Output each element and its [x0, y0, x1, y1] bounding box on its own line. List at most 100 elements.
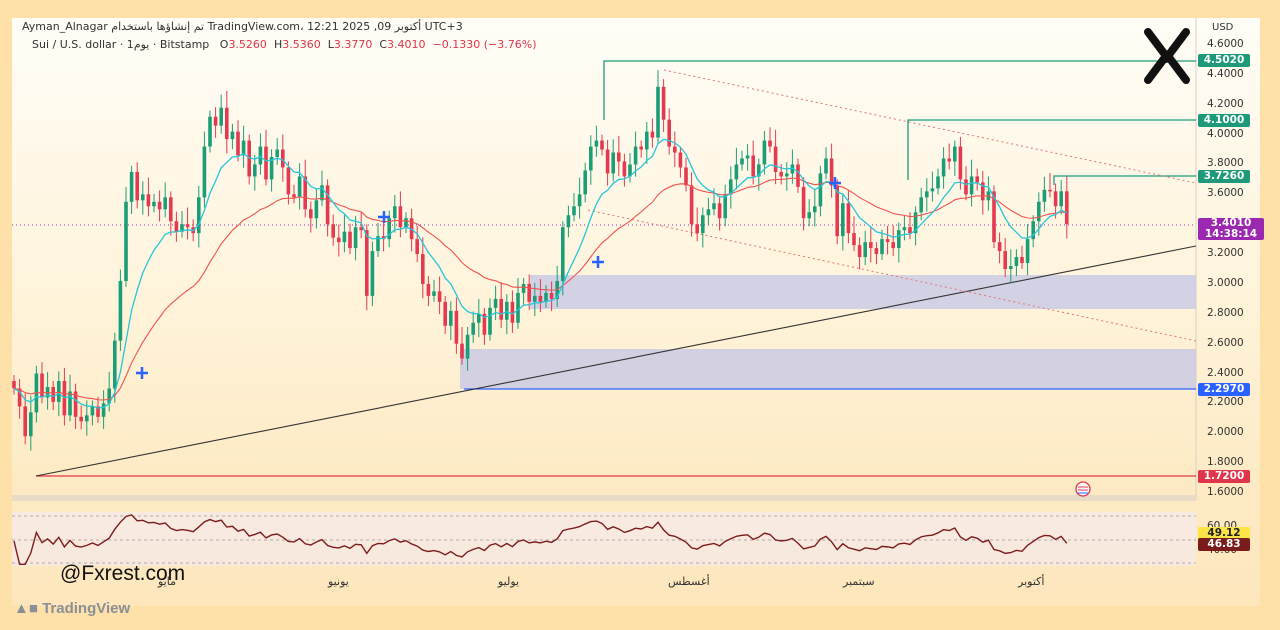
candle-body[interactable]: [303, 176, 307, 210]
candle-body[interactable]: [757, 164, 761, 177]
candle-body[interactable]: [533, 295, 537, 302]
candle-body[interactable]: [342, 231, 347, 243]
candle-body[interactable]: [398, 206, 403, 228]
candle-body[interactable]: [135, 171, 139, 201]
candle-body[interactable]: [510, 301, 515, 323]
candle-body[interactable]: [505, 301, 509, 320]
candle-body[interactable]: [286, 167, 291, 195]
candle-body[interactable]: [650, 131, 655, 138]
candle-body[interactable]: [331, 224, 335, 238]
candle-body[interactable]: [90, 406, 95, 416]
candle-body[interactable]: [57, 381, 61, 402]
candle-body[interactable]: [208, 116, 212, 147]
candle-body[interactable]: [421, 254, 425, 284]
candle-body[interactable]: [925, 191, 929, 198]
candle-body[interactable]: [969, 176, 974, 195]
candle-body[interactable]: [141, 194, 145, 201]
candle-body[interactable]: [706, 209, 711, 216]
candle-body[interactable]: [846, 203, 851, 234]
candle-body[interactable]: [897, 230, 901, 249]
candle-body[interactable]: [359, 227, 363, 231]
candle-body[interactable]: [1014, 257, 1019, 267]
descending-channel-bottom[interactable]: [587, 209, 1197, 342]
candle-body[interactable]: [85, 415, 89, 422]
resistance-level-4502[interactable]: [603, 60, 1196, 120]
candle-body[interactable]: [779, 171, 783, 177]
candle-body[interactable]: [577, 194, 582, 207]
candle-body[interactable]: [236, 131, 240, 156]
candle-body[interactable]: [785, 173, 789, 177]
candle-body[interactable]: [857, 245, 862, 258]
candle-body[interactable]: [169, 197, 173, 222]
candle-body[interactable]: [891, 242, 895, 249]
candle-body[interactable]: [975, 176, 979, 183]
candle-body[interactable]: [337, 237, 341, 243]
candle-body[interactable]: [684, 167, 688, 186]
candle-body[interactable]: [981, 182, 985, 201]
candle-body[interactable]: [874, 248, 879, 255]
candle-body[interactable]: [454, 310, 459, 344]
candle-body[interactable]: [471, 322, 475, 335]
candle-body[interactable]: [370, 251, 375, 296]
resistance-level-4100[interactable]: [907, 119, 1196, 180]
candle-body[interactable]: [678, 152, 683, 168]
candle-body[interactable]: [258, 146, 263, 165]
candle-body[interactable]: [12, 381, 16, 389]
candle-body[interactable]: [387, 218, 391, 240]
candle-body[interactable]: [101, 403, 106, 417]
candle-body[interactable]: [404, 218, 408, 228]
candle-body[interactable]: [157, 201, 162, 210]
candle-body[interactable]: [393, 206, 397, 219]
candle-body[interactable]: [449, 310, 453, 326]
candle-body[interactable]: [852, 233, 856, 246]
candle-body[interactable]: [751, 155, 755, 177]
candle-body[interactable]: [482, 313, 487, 335]
candle-body[interactable]: [689, 185, 694, 225]
candle-body[interactable]: [796, 164, 800, 187]
candle-body[interactable]: [415, 239, 419, 255]
candle-body[interactable]: [174, 221, 179, 232]
candle-body[interactable]: [51, 386, 55, 402]
candle-body[interactable]: [118, 280, 123, 341]
candle-body[interactable]: [320, 185, 324, 201]
candle-body[interactable]: [908, 227, 912, 234]
candle-body[interactable]: [594, 140, 599, 147]
candle-body[interactable]: [953, 146, 957, 162]
candle-body[interactable]: [818, 173, 823, 207]
candle-body[interactable]: [146, 194, 151, 207]
candle-body[interactable]: [376, 236, 380, 252]
symbol-name[interactable]: Sui / U.S. dollar · 1يوم · Bitstamp: [32, 38, 210, 51]
candle-body[interactable]: [622, 161, 627, 177]
candle-body[interactable]: [745, 155, 750, 159]
candle-body[interactable]: [869, 242, 873, 249]
candle-body[interactable]: [645, 131, 649, 150]
candle-body[interactable]: [197, 197, 201, 234]
candle-body[interactable]: [695, 224, 699, 234]
candle-body[interactable]: [275, 149, 279, 157]
candle-body[interactable]: [813, 206, 817, 213]
candle-body[interactable]: [17, 388, 22, 407]
candle-body[interactable]: [930, 188, 935, 192]
candle-body[interactable]: [499, 298, 503, 320]
candle-body[interactable]: [701, 215, 705, 234]
candle-body[interactable]: [79, 416, 83, 422]
candle-body[interactable]: [633, 146, 638, 165]
ascending-trendline[interactable]: [35, 245, 1197, 477]
candle-body[interactable]: [1065, 191, 1069, 225]
candle-body[interactable]: [656, 86, 660, 138]
candle-body[interactable]: [723, 194, 727, 219]
candle-body[interactable]: [465, 334, 470, 359]
candle-body[interactable]: [225, 107, 229, 140]
candle-body[interactable]: [734, 164, 739, 180]
candle-body[interactable]: [936, 176, 940, 189]
candle-body[interactable]: [829, 158, 834, 186]
candle-body[interactable]: [213, 116, 218, 126]
candle-body[interactable]: [443, 301, 447, 326]
candle-body[interactable]: [247, 140, 251, 177]
candle-body[interactable]: [1053, 191, 1058, 207]
candle-body[interactable]: [113, 340, 117, 389]
candle-body[interactable]: [919, 197, 923, 213]
candle-body[interactable]: [611, 152, 615, 174]
candle-body[interactable]: [790, 164, 795, 174]
